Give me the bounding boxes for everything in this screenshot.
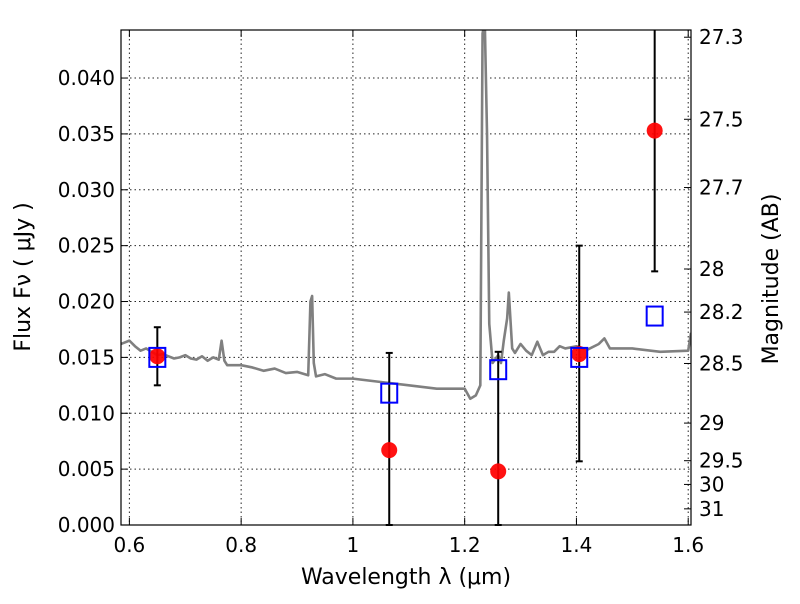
spectrum-series [121, 30, 691, 401]
y2-axis-title: Magnitude (AB) [759, 194, 784, 365]
grid [121, 30, 691, 526]
x-tick-label: 1.2 [449, 533, 481, 557]
model-point [645, 305, 664, 327]
x-tick-label: 1 [347, 533, 360, 557]
y2-tick-label: 30 [699, 472, 724, 496]
x-tick-label: 0.6 [113, 533, 145, 557]
x-tick-labels: 0.6 0.8 1 1.2 1.4 1.6 [113, 533, 704, 557]
measured-point [149, 348, 166, 365]
y-tick-labels: 0.000 0.005 0.010 0.015 0.020 0.025 0.030 0.035… [58, 66, 115, 537]
y2-tick-label: 27.3 [699, 25, 744, 49]
model-point [489, 359, 508, 381]
x-tick-label: 1.4 [561, 533, 593, 557]
y-tick-label: 0.000 [58, 513, 115, 537]
y-tick-label: 0.035 [58, 122, 115, 146]
measured-point [381, 442, 398, 459]
x-tick-label: 0.8 [225, 533, 257, 557]
y2-tick-label: 28.5 [699, 351, 744, 375]
y-tick-label: 0.015 [58, 345, 115, 369]
y2-tick-label: 28.2 [699, 300, 744, 324]
model-point [570, 346, 589, 368]
measured-point [571, 346, 588, 363]
y2-tick-label: 29.5 [699, 449, 744, 473]
x-axis-title: Wavelength λ (μm) [301, 565, 511, 590]
y2-tick-label: 31 [699, 497, 724, 521]
y-tick-label: 0.020 [58, 290, 115, 314]
y2-tick-label: 27.7 [699, 176, 744, 200]
y2-tick-label: 29 [699, 411, 724, 435]
measured-points [149, 122, 663, 480]
x-tick-label: 1.6 [672, 533, 704, 557]
model-point [380, 382, 399, 404]
model-point [148, 346, 167, 368]
y2-tick-label: 28 [699, 257, 724, 281]
y2-tick-label: 27.5 [699, 107, 744, 131]
spectrum-line [121, 30, 691, 401]
measured-point [490, 463, 507, 480]
model-points [148, 305, 664, 404]
y-tick-label: 0.005 [58, 457, 115, 481]
measured-point [646, 122, 663, 139]
y-axis-title: Flux Fν ( μJy ) [11, 202, 36, 351]
errorbars [153, 30, 659, 526]
y-tick-label: 0.025 [58, 234, 115, 258]
ticks [121, 30, 691, 526]
plot-frame [120, 29, 692, 526]
y-tick-label: 0.040 [58, 66, 115, 90]
y-tick-label: 0.030 [58, 178, 115, 202]
y-tick-label: 0.010 [58, 401, 115, 425]
